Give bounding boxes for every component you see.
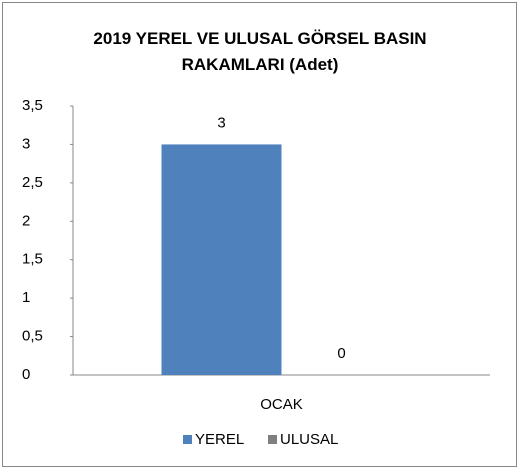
legend-label: YEREL [195, 431, 244, 448]
data-label: 0 [337, 345, 345, 362]
legend-label: ULUSAL [280, 431, 338, 448]
y-tick-label: 3 [22, 135, 30, 152]
data-label: 3 [217, 114, 225, 131]
bar [161, 144, 282, 375]
y-tick-label: 0,5 [22, 328, 43, 345]
y-tick-label: 2,5 [22, 174, 43, 191]
legend-swatch [268, 435, 277, 444]
y-tick-label: 2 [22, 212, 30, 229]
y-tick-label: 3,5 [22, 97, 43, 114]
y-tick-label: 1 [22, 289, 30, 306]
y-tick-label: 0 [22, 366, 30, 383]
chart-title: 2019 YEREL VE ULUSAL GÖRSEL BASIN RAKAML… [93, 29, 427, 74]
legend-swatch [183, 435, 192, 444]
x-tick-label: OCAK [260, 396, 303, 413]
y-tick-label: 1,5 [22, 251, 43, 268]
